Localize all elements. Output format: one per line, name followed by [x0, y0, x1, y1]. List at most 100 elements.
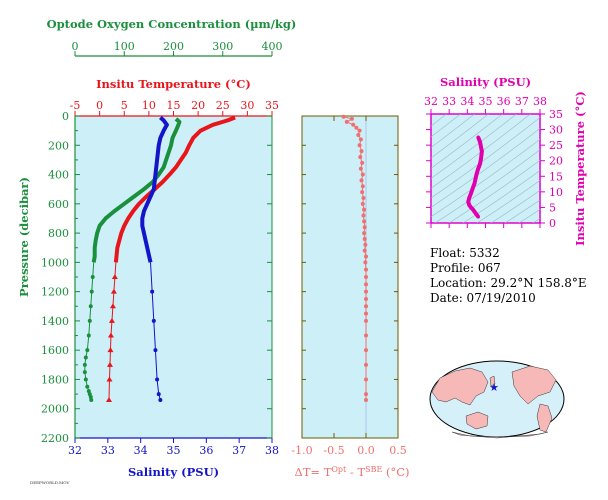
- temperature-axis-label: Insitu Temperature (°C): [96, 77, 251, 91]
- temperature-tick-label: 5: [121, 99, 128, 112]
- temperature-tick-label: 0: [96, 99, 103, 112]
- pressure-tick-label: 2200: [41, 432, 69, 445]
- oxygen-point: [85, 384, 90, 389]
- ts-x-tick-label: 37: [515, 95, 529, 108]
- delta-point: [362, 236, 367, 241]
- temperature-tick-label: 30: [240, 99, 254, 112]
- delta-tick-label: -0.5: [323, 444, 344, 457]
- pressure-tick-label: 1600: [41, 344, 69, 357]
- delta-point: [364, 397, 368, 402]
- salinity-axis: 32 33 34 35 36 37 38: [68, 437, 279, 457]
- ts-y-tick-label: 5: [549, 201, 556, 214]
- ts-y-tick-label: 35: [549, 108, 563, 121]
- profile-plot-area: [74, 115, 273, 439]
- delta-point: [361, 195, 366, 200]
- delta-point: [359, 149, 364, 154]
- temperature-tick-label: 25: [216, 99, 230, 112]
- delta-tick-label: -1.0: [291, 444, 312, 457]
- ts-density-contour: [431, 114, 489, 159]
- temperature-axis: -5 0 5 10 15 20 25 30 35: [70, 99, 279, 117]
- delta-point: [362, 248, 367, 253]
- delta-point: [362, 225, 367, 230]
- ts-density-contour: [434, 149, 540, 223]
- delta-label-part-2: - T: [346, 465, 365, 479]
- ts-y-tick-label: 15: [549, 170, 563, 183]
- ts-density-contour: [518, 209, 540, 223]
- salinity-point: [155, 377, 160, 382]
- delta-point: [349, 116, 354, 121]
- ts-axes: 32 33 34 35 36 37 38 0 5 10 15 20 25 30 35: [424, 95, 563, 230]
- delta-label-part-3: (°C): [382, 465, 409, 479]
- delta-point: [357, 128, 362, 133]
- ts-point: [467, 196, 471, 200]
- oxygen-axis: 0 100 200 300 400: [72, 40, 283, 57]
- pressure-tick-label: 200: [48, 139, 69, 152]
- ts-x-tick-label: 33: [442, 95, 456, 108]
- ts-series: [466, 135, 484, 219]
- ts-density-contour: [532, 218, 540, 223]
- ts-point: [476, 166, 481, 171]
- salinity-point: [151, 318, 156, 323]
- ts-density-contours: [431, 114, 540, 223]
- ts-point: [469, 191, 473, 196]
- delta-point: [360, 172, 365, 177]
- pressure-tick-label: 2000: [41, 403, 69, 416]
- salinity-tick-label: 38: [265, 444, 279, 457]
- ts-density-contour: [462, 170, 540, 223]
- delta-point: [360, 190, 365, 195]
- ts-point: [476, 214, 481, 219]
- delta-point: [364, 333, 368, 338]
- temperature-point: [105, 396, 112, 402]
- temperature-tick-label: -5: [70, 99, 81, 112]
- oxygen-tick-label: 100: [114, 40, 135, 53]
- salinity-point: [150, 289, 155, 294]
- delta-point: [361, 213, 366, 218]
- delta-point: [364, 254, 368, 259]
- map-land-north-america: [511, 365, 557, 405]
- delta-label-sup-2: SBE: [365, 465, 382, 474]
- ts-density-contour: [476, 180, 540, 223]
- delta-point: [360, 184, 365, 189]
- ts-density-contour: [448, 159, 540, 223]
- ts-point: [472, 209, 477, 214]
- temperature-line-deep: [108, 262, 117, 400]
- oxygen-point: [89, 289, 94, 294]
- temperature-point: [109, 303, 116, 309]
- delta-tick-label: 0.0: [357, 444, 375, 457]
- salinity-tick-label: 33: [101, 444, 115, 457]
- ts-density-contour: [431, 114, 517, 179]
- delta-point: [344, 119, 349, 124]
- pressure-axis-label: Pressure (decibar): [17, 177, 31, 297]
- pressure-tick-label: 600: [48, 198, 69, 211]
- delta-point: [362, 219, 367, 224]
- delta-tick-label: 0.5: [389, 444, 407, 457]
- delta-series: [341, 114, 368, 402]
- oxygen-point: [83, 355, 88, 360]
- oxygen-point: [85, 348, 90, 353]
- delta-point: [360, 201, 365, 206]
- delta-point: [364, 275, 368, 279]
- delta-point: [362, 231, 367, 236]
- delta-point: [364, 392, 368, 397]
- ts-point: [474, 172, 479, 177]
- map-land-south-america: [536, 403, 553, 433]
- salinity-tick-label: 35: [167, 444, 181, 457]
- float-id: Float: 5332: [430, 246, 500, 260]
- ts-density-contour: [431, 114, 475, 148]
- temperature-point: [107, 347, 114, 353]
- profile-date: Date: 07/19/2010: [430, 291, 536, 305]
- delta-point: [358, 137, 363, 142]
- map-land-australia: [465, 411, 489, 430]
- pressure-axis: 0 200 400 600 800 1000 1200 1400 1600 1800 2000 220…: [41, 110, 272, 445]
- map-land-japan: [489, 375, 496, 387]
- salinity-line-upper: [140, 115, 169, 263]
- pressure-tick-label: 1200: [41, 286, 69, 299]
- delta-plot-area: [301, 115, 399, 439]
- oxygen-tick-label: 300: [212, 40, 233, 53]
- ts-y-tick-label: 10: [549, 186, 563, 199]
- ts-point: [475, 169, 480, 174]
- footer-credit: DEEPWORLD.MOV: [30, 480, 70, 485]
- delta-point: [364, 318, 368, 323]
- ts-point: [466, 200, 471, 204]
- delta-point: [359, 178, 364, 183]
